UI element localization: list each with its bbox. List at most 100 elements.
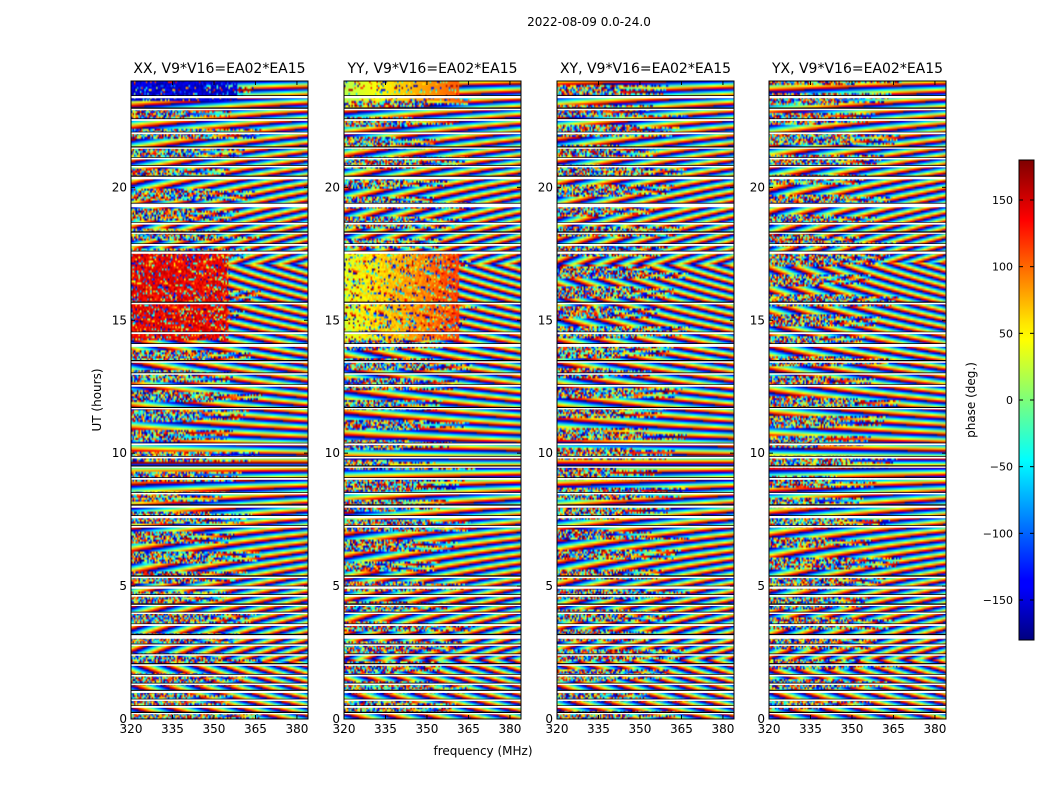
x-tick-label: 350 xyxy=(629,722,652,736)
flagged-band xyxy=(557,146,734,149)
flagged-band xyxy=(769,132,946,135)
flagged-band xyxy=(131,231,308,234)
flagged-band xyxy=(557,251,734,254)
panel-title: XX, V9*V16=EA02*EA15 xyxy=(133,61,305,77)
y-tick-label: 15 xyxy=(538,313,553,327)
flagged-band xyxy=(557,243,734,246)
panel-yy: YY, V9*V16=EA02*EA15 320 335 350 365 380 0 5 10 1… xyxy=(325,61,522,736)
flagged-band xyxy=(769,456,946,459)
y-tick-label: 15 xyxy=(750,313,765,327)
colorbar-tick-label: −50 xyxy=(990,461,1013,474)
x-tick-label: 335 xyxy=(161,722,184,736)
flagged-band xyxy=(769,525,946,528)
flagged-band xyxy=(344,674,521,677)
flagged-band xyxy=(769,612,946,614)
flagged-band xyxy=(769,302,946,305)
flagged-band xyxy=(557,407,734,410)
flagged-band xyxy=(769,231,946,234)
panel-title: YX, V9*V16=EA02*EA15 xyxy=(771,61,943,77)
flagged-band xyxy=(131,653,308,656)
y-tick-label: 20 xyxy=(750,180,765,194)
flagged-band xyxy=(344,525,521,528)
flagged-band xyxy=(344,604,521,607)
flagged-band xyxy=(769,108,946,111)
flagged-band xyxy=(131,663,308,666)
y-tick-label: 0 xyxy=(119,712,127,726)
flagged-band xyxy=(344,477,521,480)
flagged-band xyxy=(131,683,308,685)
flagged-band xyxy=(344,343,521,347)
x-tick-label: 365 xyxy=(457,722,480,736)
flagged-band xyxy=(769,505,946,508)
panels-layer: XX, V9*V16=EA02*EA15 320 335 350 365 380 0 5 10 1… xyxy=(112,61,947,736)
flagged-band xyxy=(344,331,521,335)
y-tick-label: 5 xyxy=(332,579,340,593)
flagged-band xyxy=(557,586,734,589)
flagged-band xyxy=(557,515,734,519)
colorbar-tick-label: −100 xyxy=(983,527,1013,540)
y-tick-label: 10 xyxy=(112,446,127,460)
x-tick-label: 320 xyxy=(546,722,569,736)
panel-frame xyxy=(343,80,522,720)
flagged-band xyxy=(344,515,521,519)
x-tick-label: 380 xyxy=(711,722,734,736)
flagged-band xyxy=(131,586,308,589)
panel-title: YY, V9*V16=EA02*EA15 xyxy=(346,61,517,77)
flagged-band xyxy=(769,586,946,589)
flagged-band xyxy=(131,165,308,168)
flagged-band xyxy=(557,705,734,708)
flagged-band xyxy=(557,203,734,208)
flagged-band xyxy=(557,683,734,685)
colorbar-label: phase (deg.) xyxy=(964,362,978,438)
flagged-band xyxy=(769,705,946,708)
y-tick-label: 20 xyxy=(538,180,553,194)
flagged-band xyxy=(344,456,521,459)
flagged-band xyxy=(344,165,521,168)
y-tick-label: 15 xyxy=(325,313,340,327)
flagged-band xyxy=(557,674,734,677)
flagged-band xyxy=(131,690,308,693)
flagged-band xyxy=(557,477,734,480)
x-tick-label: 320 xyxy=(333,722,356,736)
flagged-band xyxy=(769,165,946,168)
flagged-band xyxy=(769,222,946,225)
x-tick-label: 335 xyxy=(587,722,610,736)
flagged-band xyxy=(557,331,734,335)
flagged-band xyxy=(344,663,521,666)
y-tick-label: 20 xyxy=(325,180,340,194)
flagged-band xyxy=(769,623,946,626)
colorbar: phase (deg.) −150 −100 −50 0 50 100 150 xyxy=(964,159,1035,641)
flagged-band xyxy=(769,331,946,335)
flagged-band xyxy=(769,203,946,208)
flagged-band xyxy=(131,360,308,363)
flagged-band xyxy=(557,663,734,666)
y-tick-label: 10 xyxy=(538,446,553,460)
flagged-band xyxy=(131,343,308,347)
flagged-band xyxy=(131,465,308,468)
flagged-band xyxy=(557,443,734,446)
flagged-band xyxy=(344,384,521,387)
flagged-band xyxy=(769,465,946,468)
panel-frame xyxy=(768,80,947,720)
flagged-band xyxy=(769,443,946,446)
flagged-band xyxy=(131,302,308,305)
flagged-band xyxy=(344,644,521,646)
flagged-band xyxy=(557,505,734,508)
flagged-band xyxy=(344,705,521,708)
flagged-band xyxy=(769,644,946,646)
flagged-band xyxy=(344,360,521,363)
flagged-band xyxy=(131,699,308,701)
flagged-band xyxy=(131,118,308,121)
flagged-band xyxy=(557,634,734,639)
flagged-band xyxy=(344,176,521,180)
x-tick-label: 350 xyxy=(841,722,864,736)
flagged-band xyxy=(131,575,308,579)
flagged-band xyxy=(769,492,946,495)
flagged-band xyxy=(769,157,946,160)
flagged-band xyxy=(131,372,308,375)
flagged-band xyxy=(344,612,521,614)
y-tick-label: 0 xyxy=(545,712,553,726)
flagged-band xyxy=(557,653,734,656)
x-tick-label: 350 xyxy=(203,722,226,736)
